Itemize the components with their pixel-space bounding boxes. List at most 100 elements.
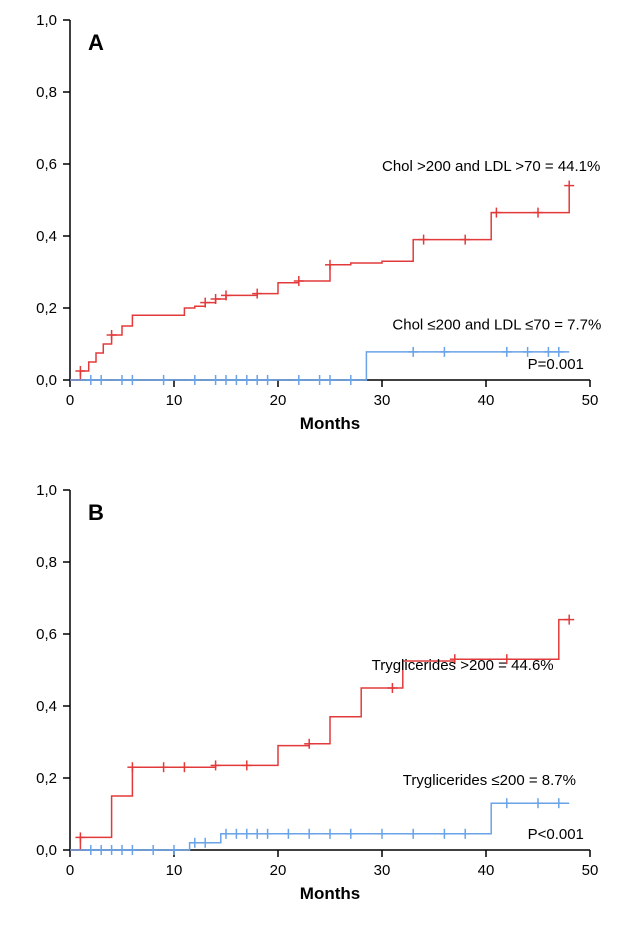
y-tick-label: 0,2 — [36, 770, 57, 787]
censor-mark — [148, 845, 158, 855]
censor-mark — [283, 829, 293, 839]
panel-svg-b: 0,0 0,2 0,4 0,6 0,8 1,0 0 10 20 30 40 50 Months B Tryg… — [0, 470, 622, 939]
censor-mark — [242, 829, 252, 839]
censor-mark — [315, 375, 325, 385]
censor-mark — [564, 615, 574, 625]
x-axis-title: Months — [300, 884, 360, 903]
x-tick-label: 10 — [166, 392, 183, 409]
censor-mark — [460, 235, 470, 245]
figure: 0,0 0,2 0,4 0,6 0,8 1,0 0 10 20 30 40 50 Months A Chol… — [0, 0, 622, 939]
censor-mark — [439, 829, 449, 839]
censor-mark — [554, 798, 564, 808]
x-tick-label: 10 — [166, 862, 183, 879]
censor-mark — [221, 375, 231, 385]
censor-mark — [190, 838, 200, 848]
censor-mark — [304, 829, 314, 839]
censor-mark — [75, 366, 85, 376]
censor-mark — [127, 375, 137, 385]
censor-mark — [117, 375, 127, 385]
censor-mark — [211, 760, 221, 770]
censor-mark — [200, 838, 210, 848]
censor-mark — [159, 762, 169, 772]
censor-mark — [96, 375, 106, 385]
panel-a: 0,0 0,2 0,4 0,6 0,8 1,0 0 10 20 30 40 50 Months A Chol… — [0, 0, 622, 470]
censor-mark — [491, 208, 501, 218]
censor-mark — [346, 375, 356, 385]
series-tg-high — [70, 620, 569, 850]
censor-mark — [294, 276, 304, 286]
censor-mark — [159, 375, 169, 385]
y-tick-label: 1,0 — [36, 12, 57, 29]
y-tick-label: 0,8 — [36, 84, 57, 101]
censor-mark — [75, 832, 85, 842]
series-label-chol-ldl-high: Chol >200 and LDL >70 = 44.1% — [382, 158, 600, 175]
y-tick-label: 0,6 — [36, 156, 57, 173]
censor-mark — [325, 829, 335, 839]
censor-mark — [169, 845, 179, 855]
panel-letter: A — [88, 30, 104, 55]
censor-mark — [179, 762, 189, 772]
censor-mark — [211, 375, 221, 385]
y-tick-label: 1,0 — [36, 482, 57, 499]
censor-mark — [190, 375, 200, 385]
censor-mark — [419, 235, 429, 245]
y-tick-label: 0,8 — [36, 554, 57, 571]
y-tick-label: 0,6 — [36, 626, 57, 643]
censor-mark — [325, 375, 335, 385]
censor-mark — [533, 208, 543, 218]
censor-mark — [377, 829, 387, 839]
censor-mark — [127, 762, 137, 772]
x-tick-label: 40 — [478, 862, 495, 879]
series-label-tg-high: Tryglicerides >200 = 44.6% — [372, 657, 554, 674]
y-tick-label: 0,4 — [36, 228, 57, 245]
censor-mark — [533, 798, 543, 808]
censor-mark — [387, 683, 397, 693]
p-value: P=0.001 — [528, 356, 584, 373]
x-tick-label: 40 — [478, 392, 495, 409]
x-tick-label: 0 — [66, 862, 74, 879]
censor-mark — [231, 829, 241, 839]
censor-mark — [408, 347, 418, 357]
censor-mark — [346, 829, 356, 839]
censor-mark — [86, 375, 96, 385]
censor-mark — [502, 347, 512, 357]
panel-letter: B — [88, 500, 104, 525]
censor-mark — [294, 375, 304, 385]
censor-mark — [263, 375, 273, 385]
series-label-tg-low: Tryglicerides ≤200 = 8.7% — [403, 772, 576, 789]
censor-mark — [242, 375, 252, 385]
x-tick-label: 30 — [374, 392, 391, 409]
censor-mark — [221, 829, 231, 839]
x-tick-label: 0 — [66, 392, 74, 409]
censor-mark — [439, 347, 449, 357]
censor-mark — [252, 375, 262, 385]
censor-mark — [96, 845, 106, 855]
x-tick-label: 50 — [582, 862, 599, 879]
x-tick-label: 20 — [270, 392, 287, 409]
censor-mark — [127, 845, 137, 855]
y-tick-label: 0,0 — [36, 372, 57, 389]
x-tick-label: 20 — [270, 862, 287, 879]
y-tick-label: 0,4 — [36, 698, 57, 715]
x-tick-label: 30 — [374, 862, 391, 879]
panel-svg-a: 0,0 0,2 0,4 0,6 0,8 1,0 0 10 20 30 40 50 Months A Chol… — [0, 0, 622, 470]
censor-mark — [564, 181, 574, 191]
censor-mark — [304, 739, 314, 749]
censor-mark — [107, 845, 117, 855]
x-tick-label: 50 — [582, 392, 599, 409]
censor-mark — [107, 330, 117, 340]
censor-mark — [408, 829, 418, 839]
series-tg-low — [70, 803, 569, 850]
y-tick-label: 0,2 — [36, 300, 57, 317]
series-chol-ldl-high — [70, 186, 569, 380]
censor-mark — [252, 829, 262, 839]
panel-b: 0,0 0,2 0,4 0,6 0,8 1,0 0 10 20 30 40 50 Months B Tryg… — [0, 470, 622, 939]
y-tick-label: 0,0 — [36, 842, 57, 859]
censor-mark — [325, 260, 335, 270]
censor-mark — [263, 829, 273, 839]
censor-mark — [252, 289, 262, 299]
censor-mark — [502, 798, 512, 808]
series-label-chol-ldl-low: Chol ≤200 and LDL ≤70 = 7.7% — [392, 317, 601, 334]
p-value: P<0.001 — [528, 826, 584, 843]
x-axis-title: Months — [300, 414, 360, 433]
